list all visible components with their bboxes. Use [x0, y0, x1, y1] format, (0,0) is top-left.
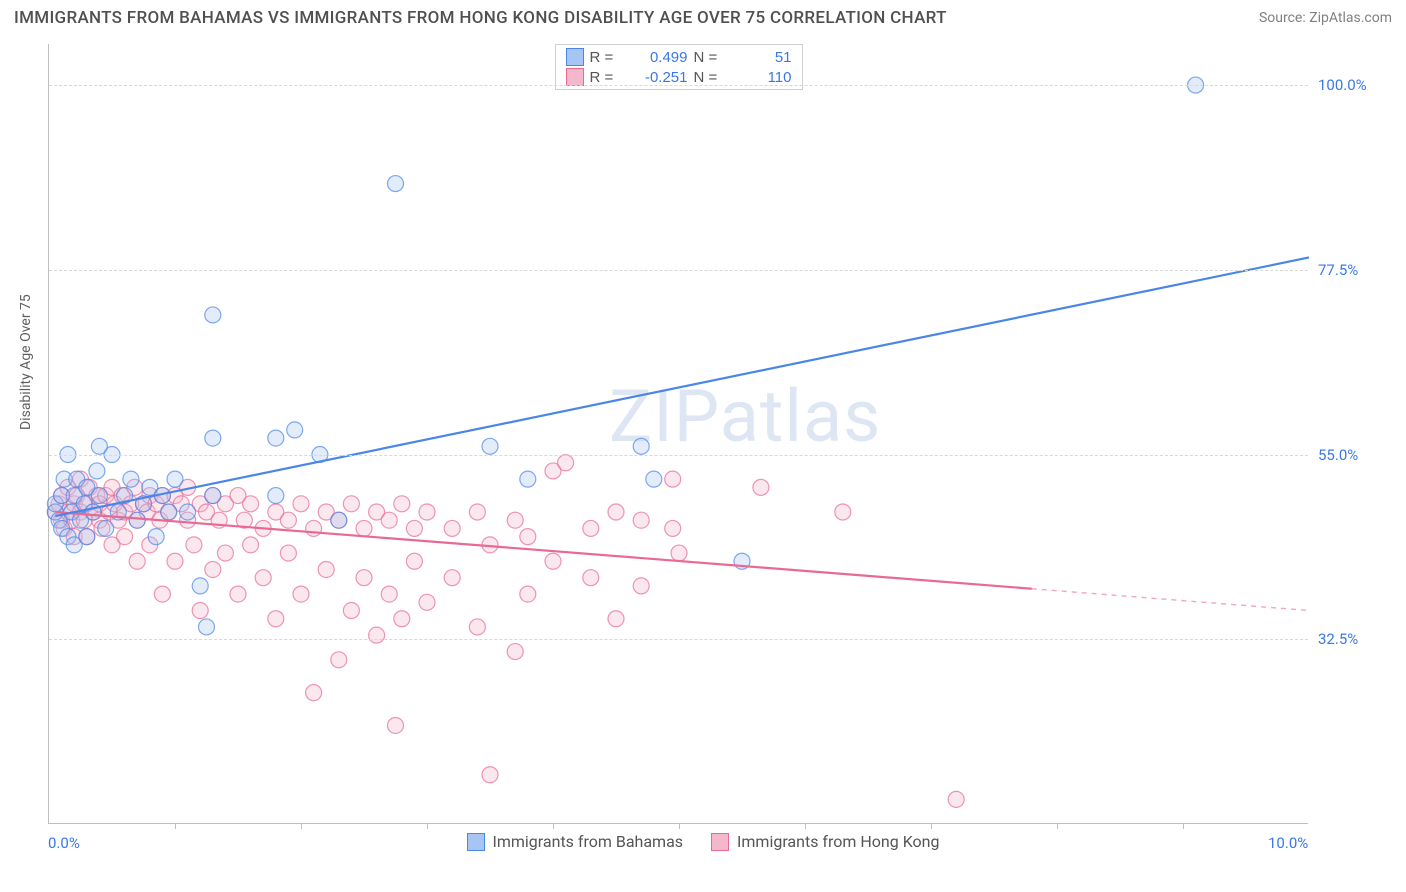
swatch-hongkong — [711, 833, 729, 851]
legend-n-label: N = — [694, 69, 728, 86]
legend-r-value-1: -0.251 — [630, 69, 688, 86]
scatter-svg — [49, 44, 1308, 823]
x-tick-label: 10.0% — [1268, 834, 1308, 852]
legend-item-hongkong: Immigrants from Hong Kong — [711, 832, 939, 851]
series-legend: Immigrants from Bahamas Immigrants from … — [0, 832, 1406, 851]
chart-title: IMMIGRANTS FROM BAHAMAS VS IMMIGRANTS FR… — [14, 8, 947, 28]
legend-n-label: N = — [694, 49, 728, 66]
y-tick-label: 100.0% — [1318, 76, 1367, 94]
swatch-hongkong — [566, 68, 584, 86]
y-tick-label: 55.0% — [1318, 446, 1358, 464]
correlation-legend: R = 0.499 N = 51 R = -0.251 N = 110 — [555, 44, 803, 90]
swatch-bahamas — [566, 48, 584, 66]
source-label: Source: ZipAtlas.com — [1259, 10, 1392, 26]
legend-r-label: R = — [590, 49, 624, 66]
legend-r-label: R = — [590, 69, 624, 86]
legend-row-bahamas: R = 0.499 N = 51 — [556, 47, 802, 67]
chart-plot-area: ZIPatlas R = 0.499 N = 51 R = -0.251 N =… — [48, 44, 1308, 824]
legend-label-0: Immigrants from Bahamas — [493, 832, 684, 851]
legend-label-1: Immigrants from Hong Kong — [737, 832, 939, 851]
x-tick-label: 0.0% — [48, 834, 80, 852]
legend-n-value-0: 51 — [734, 49, 792, 66]
legend-item-bahamas: Immigrants from Bahamas — [467, 832, 684, 851]
legend-row-hongkong: R = -0.251 N = 110 — [556, 67, 802, 87]
legend-r-value-0: 0.499 — [630, 49, 688, 66]
swatch-bahamas — [467, 833, 485, 851]
y-tick-label: 77.5% — [1318, 261, 1358, 279]
legend-n-value-1: 110 — [734, 69, 792, 86]
y-axis-label: Disability Age Over 75 — [18, 294, 34, 430]
y-tick-label: 32.5% — [1318, 630, 1358, 648]
